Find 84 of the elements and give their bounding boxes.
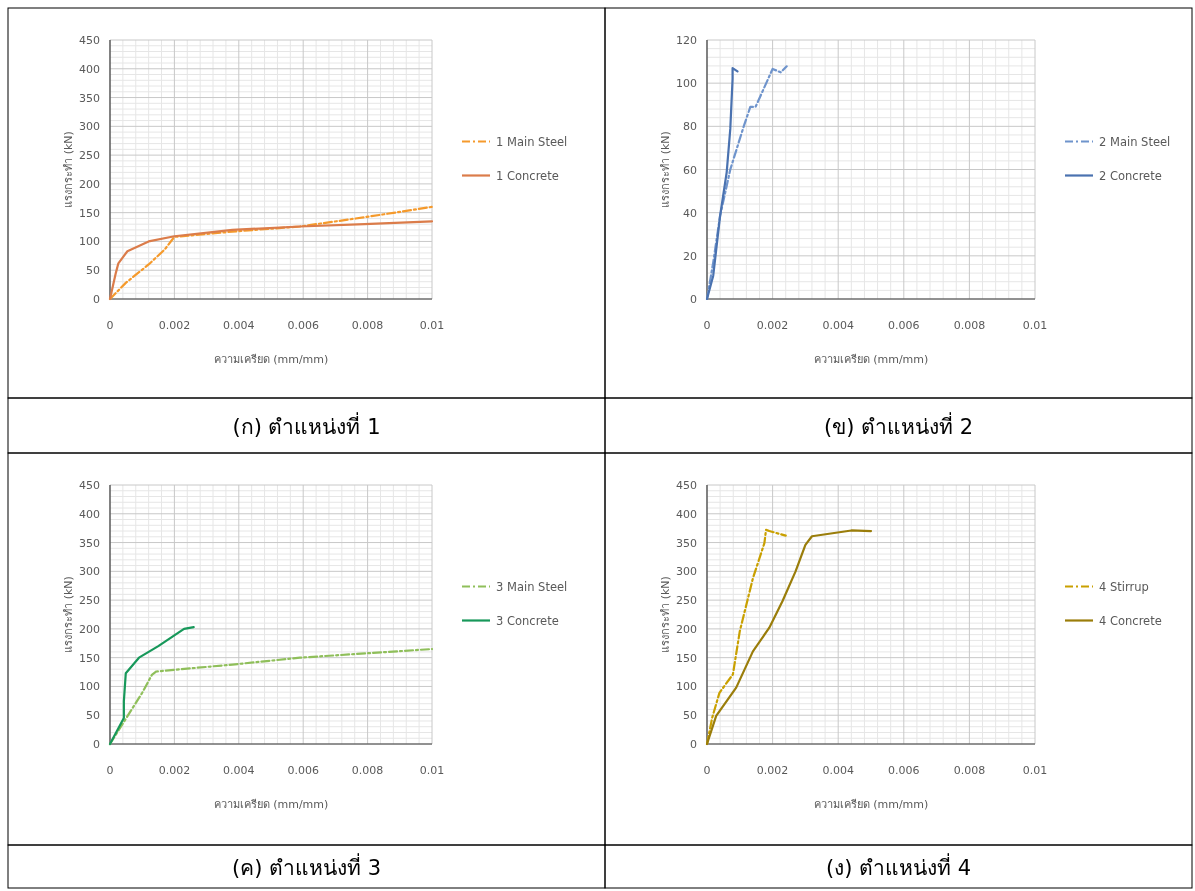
x-axis-title: ความเครียด (mm/mm)	[213, 353, 329, 366]
x-tick-label: 0.01	[1022, 764, 1048, 777]
text: (ค) ตำแหน่งที่ 3	[231, 852, 382, 880]
y-tick-label: 300	[79, 120, 100, 134]
y-tick-label: 60	[683, 163, 697, 177]
y-tick-label: 200	[79, 622, 100, 636]
y-tick-label: 250	[79, 149, 100, 163]
line-series	[108, 626, 195, 746]
x-tick-label: 0.004	[822, 764, 854, 777]
x-tick-label: 0.004	[223, 764, 255, 777]
legend-label: 1 Main Steel	[496, 134, 568, 149]
y-tick-label: 300	[79, 565, 100, 579]
y-tick-label: 400	[79, 62, 100, 76]
x-tick-label: 0.008	[351, 319, 384, 332]
legend-label: 2 Concrete	[1099, 168, 1162, 183]
x-tick-label: 0	[106, 319, 114, 332]
y-axis-title: แรงกระทำ (kN)	[62, 131, 75, 208]
x-tick-label: 0.002	[158, 764, 191, 777]
y-tick-label: 50	[86, 709, 100, 723]
legend-label: 4 Stirrup	[1099, 579, 1149, 594]
x-axis-title: ความเครียด (mm/mm)	[813, 798, 929, 811]
x-axis-title: ความเครียด (mm/mm)	[813, 353, 929, 366]
x-tick-label: 0.01	[419, 319, 445, 332]
y-tick-label: 100	[79, 235, 100, 249]
y-tick-label: 250	[79, 594, 100, 608]
y-tick-label: 400	[79, 507, 100, 521]
x-tick-label: 0.002	[158, 319, 191, 332]
y-tick-label: 0	[93, 293, 100, 306]
x-tick-label: 0.006	[888, 764, 920, 777]
x-tick-label: 0.002	[756, 764, 789, 777]
text: (ง) ตำแหน่งที่ 4	[825, 852, 972, 880]
x-tick-label: 0.01	[419, 764, 445, 777]
y-tick-label: 80	[683, 120, 697, 134]
x-tick-label: 0	[106, 764, 114, 777]
y-tick-label: 150	[676, 651, 697, 665]
text: (ก) ตำแหน่งที่ 1	[232, 411, 381, 439]
y-tick-label: 300	[676, 565, 697, 579]
y-axis-title: แรงกระทำ (kN)	[659, 131, 672, 208]
y-tick-label: 0	[93, 738, 100, 751]
y-tick-label: 350	[79, 536, 100, 550]
legend-label: 1 Concrete	[496, 168, 559, 183]
x-tick-label: 0.008	[953, 319, 986, 332]
legend-label: 2 Main Steel	[1099, 134, 1171, 149]
legend-label: 4 Concrete	[1099, 613, 1162, 628]
x-tick-label: 0.004	[822, 319, 854, 332]
y-axis-title: แรงกระทำ (kN)	[659, 576, 672, 653]
y-tick-label: 200	[79, 177, 100, 191]
y-tick-label: 0	[690, 293, 697, 306]
y-tick-label: 120	[676, 34, 697, 47]
y-tick-label: 450	[79, 479, 100, 492]
x-tick-label: 0	[703, 764, 711, 777]
legend-label: 3 Main Steel	[496, 579, 568, 594]
y-axis-title: แรงกระทำ (kN)	[62, 576, 75, 653]
y-tick-label: 40	[683, 206, 697, 220]
x-tick-label: 0.01	[1022, 319, 1048, 332]
y-tick-label: 150	[79, 206, 100, 220]
x-tick-label: 0.002	[756, 319, 789, 332]
x-axis-title: ความเครียด (mm/mm)	[213, 798, 329, 811]
y-tick-label: 100	[676, 77, 697, 91]
y-tick-label: 50	[683, 709, 697, 723]
legend-label: 3 Concrete	[496, 613, 559, 628]
x-tick-label: 0.006	[287, 319, 319, 332]
y-tick-label: 100	[676, 680, 697, 694]
x-tick-label: 0.008	[953, 764, 986, 777]
y-tick-label: 450	[676, 479, 697, 492]
y-tick-label: 20	[683, 249, 697, 263]
x-tick-label: 0.008	[351, 764, 384, 777]
y-tick-label: 450	[79, 34, 100, 47]
y-tick-label: 0	[690, 738, 697, 751]
y-tick-label: 400	[676, 507, 697, 521]
line-series	[705, 529, 873, 746]
y-tick-label: 50	[86, 264, 100, 278]
y-tick-label: 350	[676, 536, 697, 550]
text: (ข) ตำแหน่งที่ 2	[823, 411, 974, 439]
y-tick-label: 150	[79, 651, 100, 665]
x-tick-label: 0.004	[223, 319, 255, 332]
y-tick-label: 250	[676, 594, 697, 608]
x-tick-label: 0.006	[888, 319, 920, 332]
y-tick-label: 350	[79, 91, 100, 105]
y-tick-label: 100	[79, 680, 100, 694]
line-series	[705, 66, 739, 301]
y-tick-label: 200	[676, 622, 697, 636]
x-tick-label: 0	[703, 319, 711, 332]
x-tick-label: 0.006	[287, 764, 319, 777]
